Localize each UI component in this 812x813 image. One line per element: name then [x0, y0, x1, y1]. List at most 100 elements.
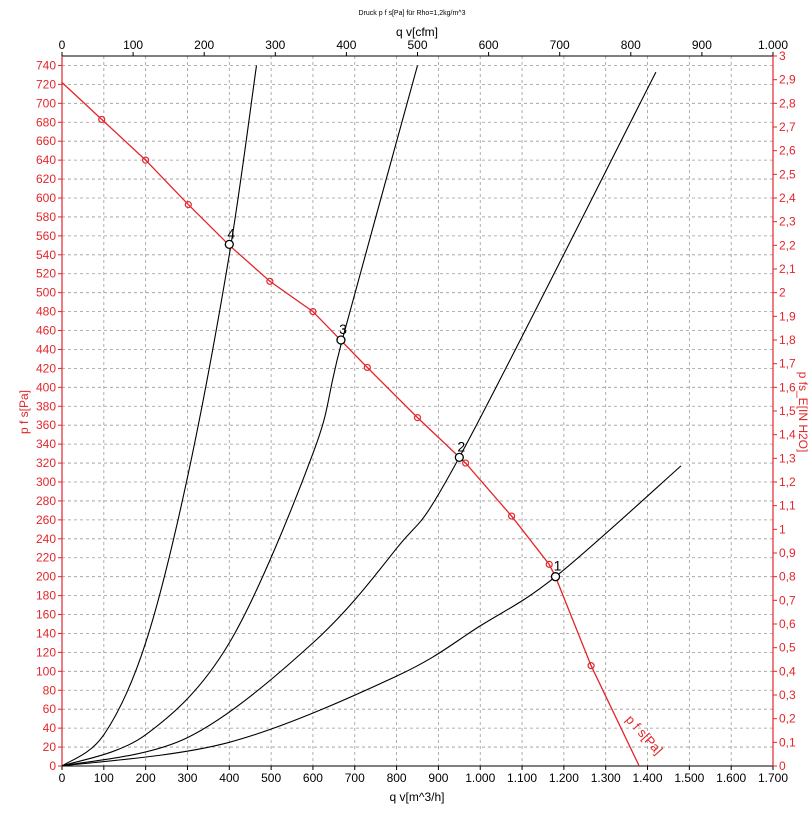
x-tick-label: 400 — [219, 771, 239, 785]
y-tick-label: 120 — [36, 645, 56, 659]
x2-tick-label: 800 — [621, 38, 641, 52]
y2-tick-label: 1,4 — [779, 428, 796, 442]
y2-tick-label: 1,7 — [779, 357, 796, 371]
y-tick-label: 20 — [43, 740, 57, 754]
y2-tick-label: 2,5 — [779, 167, 796, 181]
y-tick-label: 460 — [36, 324, 56, 338]
system-curve-1 — [61, 65, 258, 767]
y-tick-label: 540 — [36, 248, 56, 262]
y-tick-label: 200 — [36, 570, 56, 584]
x-tick-label: 1.100 — [507, 771, 537, 785]
y2-axis-label: p fs_E[IN H2O] — [796, 372, 810, 453]
y2-tick-label: 0,4 — [779, 664, 796, 678]
y2-tick-label: 1,8 — [779, 333, 796, 347]
y-tick-label: 380 — [36, 399, 56, 413]
x2-tick-label: 300 — [265, 38, 285, 52]
system-curve-2 — [61, 65, 419, 767]
fan-curve-marker — [266, 277, 274, 285]
y2-tick-label: 2,2 — [779, 238, 796, 252]
y-tick-label: 720 — [36, 77, 56, 91]
operating-point-label-4: 4 — [227, 225, 235, 241]
y-tick-label: 60 — [43, 702, 57, 716]
x2-tick-label: 500 — [407, 38, 427, 52]
y2-tick-label: 0,1 — [779, 735, 796, 749]
system-curve-4 — [61, 465, 682, 767]
y-tick-label: 40 — [43, 721, 57, 735]
y2-tick-label: 0,8 — [779, 570, 796, 584]
y2-tick-label: 1,9 — [779, 309, 796, 323]
y2-tick-label: 0 — [779, 759, 786, 773]
operating-point-3 — [336, 335, 346, 345]
y-tick-label: 560 — [36, 229, 56, 243]
x2-tick-label: 200 — [194, 38, 214, 52]
y2-tick-label: 3 — [779, 49, 786, 63]
y-tick-label: 520 — [36, 267, 56, 281]
y-tick-label: 300 — [36, 475, 56, 489]
x-tick-label: 200 — [136, 771, 156, 785]
y-tick-label: 420 — [36, 361, 56, 375]
y2-tick-label: 1,2 — [779, 475, 796, 489]
operating-point-label-3: 3 — [339, 321, 347, 337]
x-tick-label: 100 — [94, 771, 114, 785]
fan-curve-marker — [309, 308, 317, 316]
x-tick-label: 1.600 — [716, 771, 746, 785]
x-tick-label: 1.000 — [465, 771, 495, 785]
x2-tick-label: 600 — [479, 38, 499, 52]
y2-tick-label: 1,5 — [779, 404, 796, 418]
fan-curve-marker — [461, 459, 470, 467]
y2-tick-label: 2,1 — [779, 262, 796, 276]
y-tick-label: 160 — [36, 608, 56, 622]
y2-tick-label: 1,3 — [779, 451, 796, 465]
y2-tick-label: 1,6 — [779, 380, 796, 394]
y-tick-label: 620 — [36, 172, 56, 186]
y2-tick-label: 2,8 — [779, 96, 796, 110]
y-tick-label: 360 — [36, 418, 56, 432]
system-curve-3 — [61, 71, 657, 767]
y-tick-label: 100 — [36, 664, 56, 678]
y-tick-label: 440 — [36, 342, 56, 356]
y-tick-label: 320 — [36, 456, 56, 470]
fan-curve-marker — [545, 560, 553, 568]
x-tick-label: 700 — [345, 771, 365, 785]
x-tick-label: 1.300 — [591, 771, 621, 785]
operating-point-4 — [224, 239, 234, 250]
y-tick-label: 580 — [36, 210, 56, 224]
y2-tick-label: 1,1 — [779, 499, 796, 513]
fan-curve-marker — [413, 414, 422, 422]
operating-point-2 — [454, 452, 464, 463]
x-tick-label: 900 — [428, 771, 448, 785]
y-tick-label: 140 — [36, 626, 56, 640]
fan-curve-marker — [142, 156, 150, 164]
x2-axis-label: q v[cfm] — [396, 25, 438, 39]
operating-point-label-1: 1 — [554, 558, 562, 574]
y2-tick-label: 0,7 — [779, 593, 796, 607]
y2-tick-label: 1 — [779, 522, 786, 536]
y2-tick-label: 0,2 — [779, 712, 796, 726]
y-tick-label: 500 — [36, 286, 56, 300]
x-tick-label: 800 — [387, 771, 407, 785]
y-tick-label: 280 — [36, 494, 56, 508]
x2-tick-label: 700 — [550, 38, 570, 52]
x-tick-label: 1.700 — [758, 771, 788, 785]
fan-curve-marker — [587, 662, 595, 670]
x2-tick-label: 400 — [336, 38, 356, 52]
y-tick-label: 80 — [43, 683, 57, 697]
fan-curve-line — [61, 82, 640, 767]
x2-tick-label: 900 — [692, 38, 712, 52]
x2-tick-label: 0 — [59, 38, 66, 52]
operating-point-label-2: 2 — [457, 438, 465, 454]
y2-tick-label: 2,3 — [779, 215, 796, 229]
operating-point-1 — [550, 572, 561, 582]
y2-tick-label: 2 — [779, 286, 786, 300]
x2-tick-label: 100 — [123, 38, 143, 52]
x-axis-label: q v[m^3/h] — [390, 790, 445, 804]
fan-curve-label: p f s[Pa] — [623, 712, 666, 757]
y-tick-label: 640 — [36, 153, 56, 167]
x-tick-label: 1.200 — [549, 771, 579, 785]
y-tick-label: 600 — [36, 191, 56, 205]
y-tick-label: 400 — [36, 380, 56, 394]
y2-tick-label: 0,6 — [779, 617, 796, 631]
x-tick-label: 300 — [177, 771, 197, 785]
x-tick-label: 1.400 — [633, 771, 663, 785]
